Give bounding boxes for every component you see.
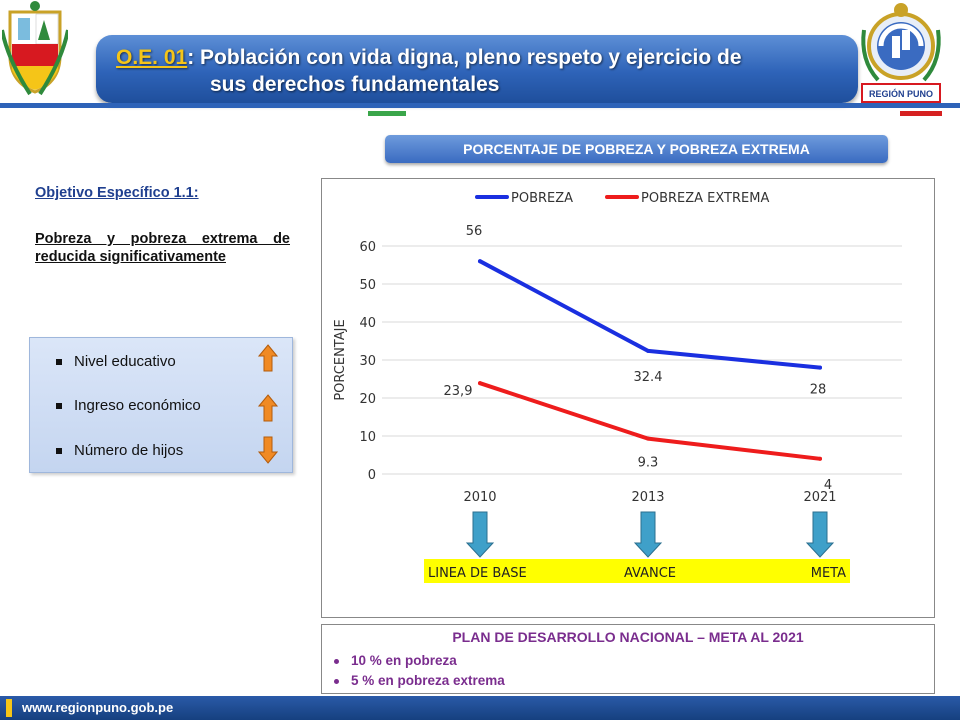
down-arrow-icon [805, 511, 835, 558]
y-tick-label: 30 [359, 354, 376, 369]
down-arrow-icon [633, 511, 663, 558]
x-tick-label: 2010 [463, 490, 496, 505]
down-arrow-icon [465, 511, 495, 558]
factor-list: Nivel educativo Ingreso económico Número… [29, 337, 293, 473]
legend-label: POBREZA EXTREMA [641, 191, 769, 206]
region-puno-logo-text: REGIÓN PUNO [869, 88, 933, 99]
data-label: 9.3 [638, 456, 659, 471]
y-tick-label: 40 [359, 316, 376, 331]
title-banner [96, 35, 858, 103]
footer-accent [6, 699, 12, 717]
y-tick-label: 10 [359, 430, 376, 445]
bullet-icon [56, 448, 62, 455]
factor-item: Ingreso económico [56, 397, 201, 414]
y-axis-label: PORCENTAJE [333, 319, 348, 400]
data-point [478, 259, 482, 264]
title-line2: sus derechos fundamentales [210, 73, 500, 96]
data-point [646, 436, 650, 441]
meta-box: PLAN DE DESARROLLO NACIONAL – META AL 20… [321, 624, 935, 694]
y-tick-label: 60 [359, 240, 376, 255]
series-line [478, 259, 822, 370]
factor-label: Ingreso económico [74, 397, 201, 414]
factor-item: Nivel educativo [56, 353, 176, 370]
meta-title: PLAN DE DESARROLLO NACIONAL – META AL 20… [452, 629, 804, 645]
bullet-icon [56, 403, 62, 410]
chart-frame: 0 10 20 30 40 50 60 2010 2013 2021 PORCENTAJE POBRE… [321, 178, 935, 618]
data-point [818, 365, 822, 370]
bullet-icon [56, 359, 62, 366]
y-tick-label: 20 [359, 392, 376, 407]
data-label: 32.4 [634, 370, 663, 385]
page-title: O.E. 01: Población con vida digna, pleno… [116, 44, 846, 98]
data-label: 4 [824, 478, 832, 493]
region-puno-logo: REGIÓN PUNO [861, 3, 941, 103]
arrow-down-icon [258, 436, 278, 464]
peru-coat-of-arms-logo [2, 1, 68, 96]
legend-label: POBREZA [511, 191, 573, 206]
objective-description: Pobreza y pobreza extrema de reducida si… [35, 231, 290, 265]
accent-green-bar [368, 111, 406, 116]
data-point [646, 348, 650, 353]
meta-item: 5 % en pobreza extrema [334, 673, 505, 688]
meta-item-text: 5 % en pobreza extrema [351, 673, 505, 688]
stage-label: AVANCE [624, 566, 676, 581]
meta-item-text: 10 % en pobreza [351, 653, 457, 668]
accent-red-bar [900, 111, 942, 116]
factor-item: Número de hijos [56, 442, 183, 459]
header-divider [0, 103, 960, 108]
bullet-icon [334, 658, 339, 664]
x-tick-label: 2021 [803, 490, 836, 505]
footer-bar [0, 696, 960, 720]
series-line [478, 381, 822, 461]
stage-bar [424, 559, 850, 583]
x-tick-label: 2013 [631, 490, 664, 505]
data-label: 23,9 [444, 384, 473, 399]
stage-label: META [811, 566, 846, 581]
line-chart: 0 10 20 30 40 50 60 2010 2013 2021 PORCENTAJE POBRE… [333, 191, 902, 583]
chart-title: PORCENTAJE DE POBREZA Y POBREZA EXTREMA [385, 135, 888, 163]
arrow-up-icon [258, 394, 278, 422]
objective-label: Objetivo Específico 1.1: [35, 185, 199, 201]
footer-url[interactable]: www.regionpuno.gob.pe [22, 700, 174, 715]
title-code: O.E. 01 [116, 46, 188, 69]
meta-item: 10 % en pobreza [334, 653, 457, 668]
stage-label: LINEA DE BASE [428, 566, 527, 581]
data-point [818, 456, 822, 461]
data-label: 56 [466, 224, 483, 239]
y-tick-label: 0 [368, 468, 376, 483]
title-line1: : Población con vida digna, pleno respet… [187, 46, 742, 69]
y-tick-label: 50 [359, 278, 376, 293]
factor-label: Nivel educativo [74, 353, 176, 370]
arrow-up-icon [258, 344, 278, 372]
factor-label: Número de hijos [74, 442, 184, 459]
data-label: 28 [810, 383, 827, 398]
bullet-icon [334, 678, 339, 684]
data-point [478, 381, 482, 386]
